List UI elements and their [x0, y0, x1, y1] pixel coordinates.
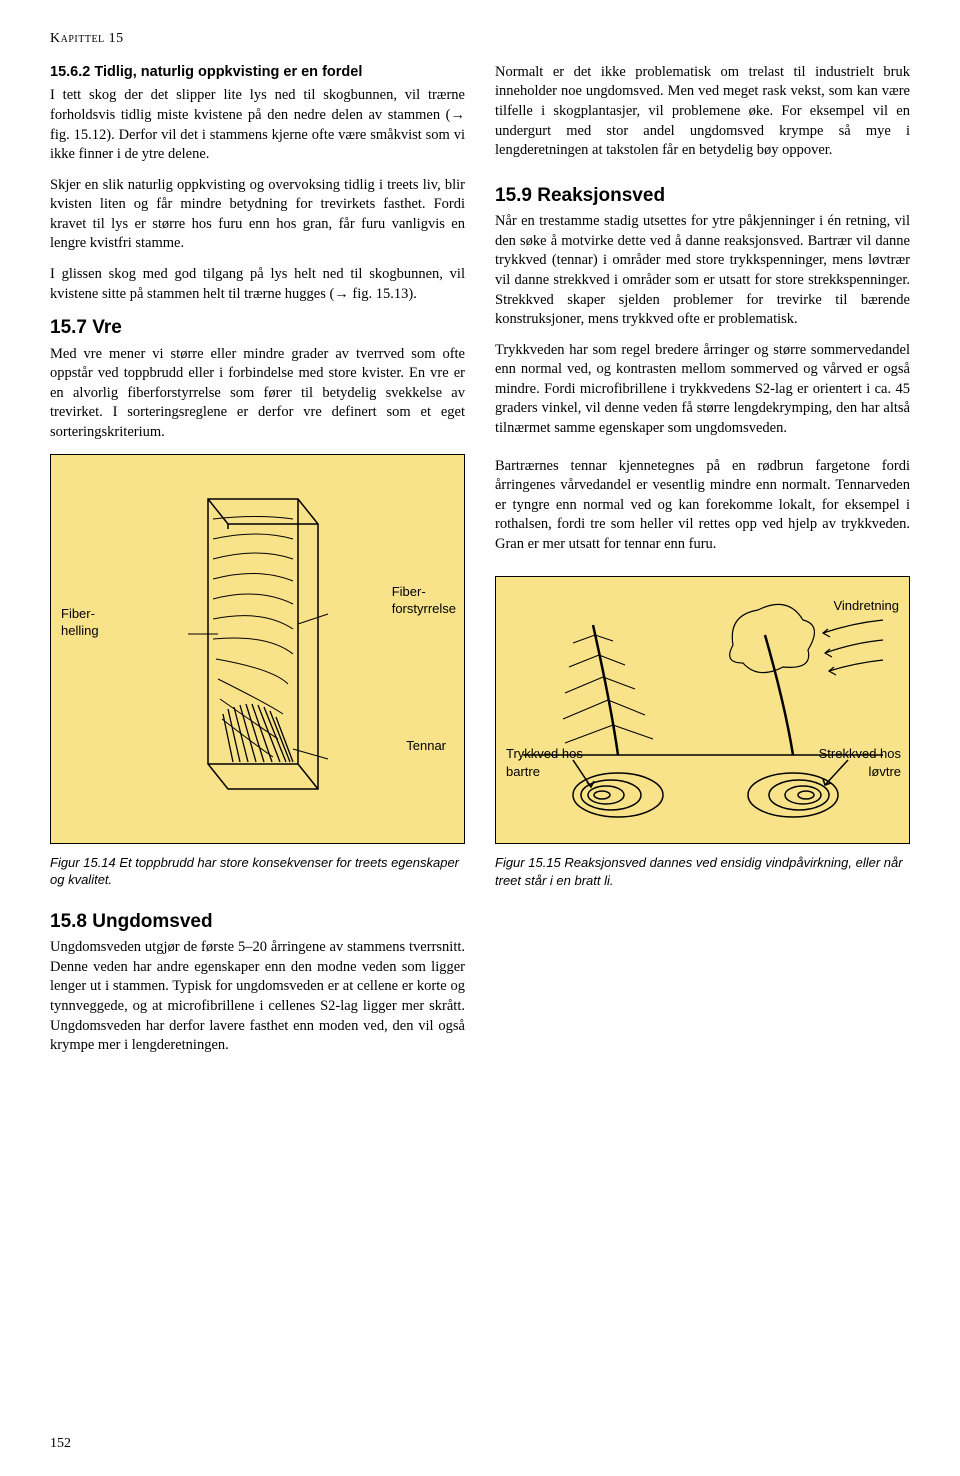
- label-vindretning: Vindretning: [833, 597, 899, 615]
- sec-15-9-p1: Når en trestamme stadig utsettes for ytr…: [495, 212, 910, 329]
- section-15-9-title: 15.9 Reaksjonsved: [495, 183, 910, 209]
- figure-15-14-caption: Figur 15.14 Et toppbrudd har store konse…: [50, 854, 465, 889]
- sec-15-6-2-p3: I glissen skog med god tilgang på lys he…: [50, 265, 465, 304]
- trees-wind-illustration: [503, 585, 903, 835]
- chapter-header: Kapittel 15: [50, 30, 910, 49]
- right-column: Normalt er det ikke problematisk om trel…: [495, 63, 910, 1056]
- sec-15-7-p1: Med vre mener vi større eller mindre gra…: [50, 345, 465, 443]
- page-number: 152: [50, 1435, 71, 1454]
- ungdomsved-continuation: Normalt er det ikke problematisk om trel…: [495, 63, 910, 161]
- label-tennar: Tennar: [406, 737, 446, 755]
- section-15-8-title: 15.8 Ungdomsved: [50, 909, 465, 935]
- sec-15-9-p2: Trykkveden har som regel bredere årringe…: [495, 341, 910, 439]
- two-column-layout: 15.6.2 Tidlig, naturlig oppkvisting er e…: [50, 63, 910, 1056]
- label-fiberforstyrrelse: Fiber- forstyrrelse: [392, 583, 456, 618]
- sec-15-8-p1: Ungdomsveden utgjør de første 5–20 årrin…: [50, 938, 465, 1055]
- figure-15-15: Vindretning Trykkved hos bartre Strekkve…: [495, 576, 910, 844]
- left-column: 15.6.2 Tidlig, naturlig oppkvisting er e…: [50, 63, 465, 1056]
- section-15-6-2-title: 15.6.2 Tidlig, naturlig oppkvisting er e…: [50, 63, 465, 83]
- figure-15-14: Fiber- helling Fiber- forstyrrelse Tenna…: [50, 454, 465, 844]
- sec-15-6-2-p2: Skjer en slik naturlig oppkvisting og ov…: [50, 176, 465, 254]
- figure-15-15-caption: Figur 15.15 Reaksjonsved dannes ved ensi…: [495, 854, 910, 889]
- sec-15-6-2-p1: I tett skog der det slipper lite lys ned…: [50, 86, 465, 164]
- sec-15-9-p3: Bartrærnes tennar kjennetegnes på en rød…: [495, 457, 910, 555]
- label-fiberhelling: Fiber- helling: [61, 605, 99, 640]
- label-trykkved: Trykkved hos bartre: [506, 745, 583, 780]
- label-strekkved: Strekkved hos løvtre: [819, 745, 901, 780]
- section-15-7-title: 15.7 Vre: [50, 315, 465, 341]
- wood-block-illustration: [128, 469, 388, 829]
